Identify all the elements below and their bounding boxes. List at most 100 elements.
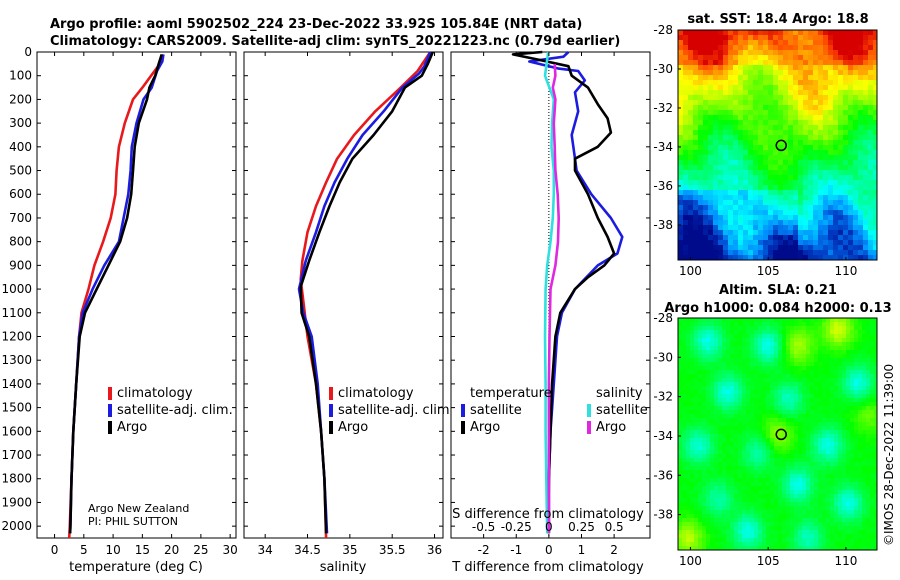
y-tick-label: 100: [9, 69, 32, 83]
heatmap-cell: [802, 422, 807, 427]
heatmap-cell: [793, 170, 799, 176]
heatmap-cell: [682, 486, 687, 491]
heatmap-cell: [743, 190, 749, 196]
legend-swatch-climatology: [329, 387, 333, 400]
heatmap-cell: [763, 75, 769, 81]
legend-header-temperature: temperature: [470, 386, 552, 401]
heatmap-cell: [773, 140, 779, 146]
sst-map-panel: sat. SST: 18.4 Argo: 18.8 100 105 110-38-3…: [653, 12, 878, 278]
heatmap-cell: [788, 155, 794, 161]
heatmap-cell: [808, 140, 814, 146]
heatmap-cell: [738, 160, 744, 166]
heatmap-cell: [738, 474, 743, 479]
heatmap-cell: [868, 185, 874, 191]
heatmap-cell: [750, 482, 755, 487]
heatmap-cell: [806, 534, 811, 539]
heatmap-cell: [734, 502, 739, 507]
heatmap-cell: [702, 382, 707, 387]
heatmap-cell: [754, 438, 759, 443]
heatmap-cell: [723, 170, 729, 176]
heatmap-cell: [778, 534, 783, 539]
heatmap-cell: [738, 462, 743, 467]
heatmap-cell: [748, 165, 754, 171]
heatmap-cell: [862, 414, 867, 419]
heatmap-cell: [766, 450, 771, 455]
heatmap-cell: [854, 398, 859, 403]
heatmap-cell: [750, 422, 755, 427]
heatmap-cell: [733, 65, 739, 71]
heatmap-cell: [758, 358, 763, 363]
heatmap-cell: [774, 386, 779, 391]
heatmap-cell: [778, 334, 783, 339]
heatmap-cell: [802, 414, 807, 419]
heatmap-cell: [798, 30, 804, 36]
heatmap-cell: [686, 342, 691, 347]
heatmap-cell: [686, 478, 691, 483]
heatmap-cell: [818, 358, 823, 363]
heatmap-cell: [794, 422, 799, 427]
heatmap-cell: [708, 115, 714, 121]
heatmap-cell: [834, 542, 839, 547]
heatmap-cell: [863, 215, 869, 221]
heatmap-cell: [730, 466, 735, 471]
heatmap-cell: [843, 140, 849, 146]
heatmap-cell: [803, 150, 809, 156]
heatmap-cell: [694, 502, 699, 507]
heatmap-cell: [802, 466, 807, 471]
heatmap-cell: [758, 446, 763, 451]
heatmap-cell: [810, 418, 815, 423]
heatmap-cell: [782, 530, 787, 535]
heatmap-cell: [793, 180, 799, 186]
heatmap-cell: [822, 374, 827, 379]
heatmap-cell: [862, 478, 867, 483]
heatmap-cell: [713, 170, 719, 176]
heatmap-cell: [808, 95, 814, 101]
heatmap-cell: [738, 125, 744, 131]
heatmap-cell: [734, 370, 739, 375]
heatmap-cell: [694, 510, 699, 515]
heatmap-cell: [830, 530, 835, 535]
heatmap-cell: [854, 506, 859, 511]
heatmap-cell: [842, 322, 847, 327]
heatmap-cell: [762, 526, 767, 531]
heatmap-cell: [710, 478, 715, 483]
heatmap-cell: [778, 342, 783, 347]
heatmap-cell: [798, 434, 803, 439]
heatmap-cell: [706, 482, 711, 487]
heatmap-cell: [830, 502, 835, 507]
heatmap-cell: [790, 526, 795, 531]
heatmap-cell: [842, 418, 847, 423]
heatmap-cell: [778, 235, 784, 241]
heatmap-cell: [730, 506, 735, 511]
heatmap-cell: [682, 430, 687, 435]
heatmap-cell: [694, 438, 699, 443]
heatmap-cell: [802, 526, 807, 531]
heatmap-cell: [726, 334, 731, 339]
heatmap-cell: [698, 125, 704, 131]
heatmap-cell: [783, 225, 789, 231]
heatmap-cell: [868, 220, 874, 226]
heatmap-cell: [793, 150, 799, 156]
heatmap-cell: [838, 195, 844, 201]
heatmap-cell: [762, 442, 767, 447]
heatmap-cell: [823, 45, 829, 51]
heatmap-cell: [774, 442, 779, 447]
heatmap-cell: [818, 130, 824, 136]
heatmap-cell: [730, 538, 735, 543]
heatmap-cell: [746, 526, 751, 531]
heatmap-cell: [798, 40, 804, 46]
heatmap-cell: [728, 225, 734, 231]
heatmap-cell: [858, 240, 864, 246]
y-tick-label: 1600: [1, 424, 32, 438]
heatmap-cell: [753, 205, 759, 211]
heatmap-cell: [853, 105, 859, 111]
heatmap-cell: [794, 386, 799, 391]
heatmap-cell: [773, 90, 779, 96]
heatmap-cell: [874, 458, 878, 463]
heatmap-cell: [874, 486, 878, 491]
map-y-tick-label: -38: [653, 218, 673, 232]
heatmap-cell: [862, 498, 867, 503]
heatmap-cell: [806, 354, 811, 359]
heatmap-cell: [694, 342, 699, 347]
heatmap-cell: [763, 215, 769, 221]
